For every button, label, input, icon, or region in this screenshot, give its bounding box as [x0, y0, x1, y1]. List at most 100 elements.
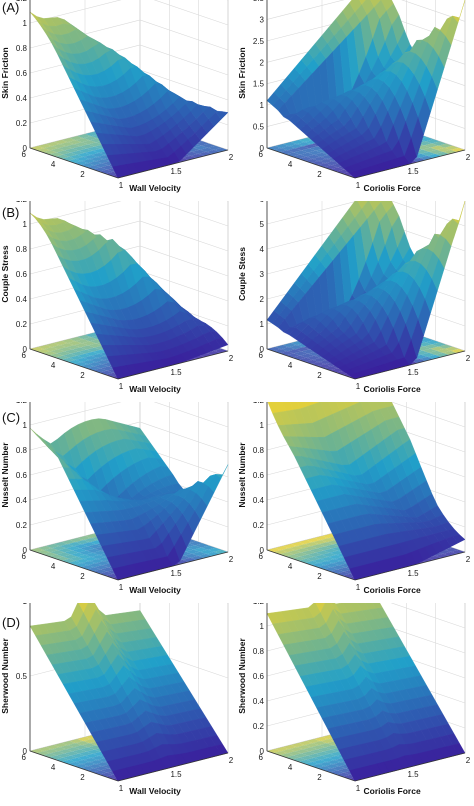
z-tick-label: 0.6 — [16, 69, 28, 78]
floor-cell — [70, 552, 85, 557]
x-tick-label: 2 — [466, 354, 471, 363]
floor-cell — [281, 548, 296, 553]
floor-cell — [83, 136, 98, 141]
floor-cell — [290, 542, 305, 547]
floor-cell — [419, 338, 434, 343]
z-tick-label: 0.6 — [16, 270, 28, 279]
floor-cell — [303, 546, 318, 551]
x-tick-label: 1.5 — [170, 770, 182, 779]
surface-patch — [452, 201, 466, 224]
surface-patch — [215, 111, 229, 120]
surface-patch — [452, 0, 466, 23]
floor-cell — [83, 538, 98, 543]
floor-cell — [213, 549, 228, 554]
floor-cell — [64, 148, 79, 153]
floor-cell — [174, 559, 189, 564]
floor-cell — [450, 147, 465, 152]
z-tick-label: 2 — [260, 58, 265, 67]
floor-cell — [193, 145, 208, 150]
y-tick-label: 6 — [259, 552, 264, 561]
x-tick-label: 1.5 — [170, 167, 182, 176]
floor-cell — [320, 538, 335, 543]
floor-cell — [75, 558, 90, 563]
floor-cell — [75, 339, 90, 344]
z-tick-label: 0.6 — [253, 471, 265, 480]
floor-cell — [53, 140, 68, 145]
floor-cell — [416, 346, 431, 351]
z-tick-label: 2 — [260, 295, 265, 304]
floor-cell — [94, 364, 109, 369]
z-tick-label: 0.4 — [253, 697, 265, 706]
floor-cell — [337, 768, 352, 773]
floor-cell — [61, 339, 76, 344]
floor-cell — [53, 341, 68, 346]
floor-cell — [293, 351, 308, 356]
z-tick-label: 5 — [260, 220, 265, 229]
floor-cell — [69, 337, 84, 342]
y-tick-label: 6 — [22, 753, 27, 762]
floor-cell — [301, 751, 316, 756]
floor-cell — [290, 743, 305, 748]
x-tick-label: 1 — [356, 382, 361, 391]
floor-cell — [206, 350, 221, 355]
floor-cell — [318, 159, 333, 164]
floor-cell — [50, 550, 65, 555]
floor-cell — [81, 743, 96, 748]
floor-cell — [428, 350, 443, 355]
floor-cell — [317, 747, 332, 752]
floor-cell — [58, 347, 73, 352]
floor-cell — [94, 565, 109, 570]
floor-cell — [195, 543, 210, 548]
floor-cell — [81, 542, 96, 547]
floor-cell — [88, 563, 103, 568]
y-tick-label: 2 — [80, 170, 85, 179]
floor-cell — [37, 546, 52, 551]
floor-cell — [89, 559, 104, 564]
z-tick-label: 1 — [260, 101, 265, 110]
floor-cell — [75, 138, 90, 143]
floor-cell — [312, 357, 327, 362]
floor-cell — [63, 554, 78, 559]
floor-cell — [432, 342, 447, 347]
floor-cell — [58, 749, 73, 754]
floor-cell — [326, 760, 341, 765]
floor-cell — [44, 749, 59, 754]
floor-cell — [182, 557, 197, 562]
floor-cell — [450, 549, 465, 554]
floor-cell — [435, 352, 450, 357]
floor-cell — [45, 343, 60, 348]
floor-cell — [190, 354, 205, 359]
z-tick-label: 0.6 — [253, 672, 265, 681]
floor-cell — [191, 149, 206, 154]
floor-cell — [37, 747, 52, 752]
z-tick-label: 3 — [260, 270, 265, 279]
panel-tag-a: (A) — [2, 0, 20, 15]
x-tick-label: 2 — [229, 555, 234, 564]
floor-cell — [318, 762, 333, 767]
floor-cell — [52, 747, 67, 752]
floor-cell — [100, 366, 115, 371]
floor-cell — [69, 136, 84, 141]
floor-cell — [193, 547, 208, 552]
z-axis-label: Nusselt Number — [0, 442, 10, 508]
y-tick-label: 4 — [288, 763, 293, 772]
floor-cell — [435, 151, 450, 156]
z-tick-label: 0.8 — [16, 446, 28, 455]
floor-cell — [325, 544, 340, 549]
floor-cell — [74, 142, 89, 147]
floor-cell — [78, 349, 93, 354]
x-axis-label: Wall Velocity — [129, 183, 181, 193]
floor-cell — [83, 757, 98, 762]
floor-cell — [301, 148, 316, 153]
floor-cell — [419, 137, 434, 142]
floor-cell — [52, 546, 67, 551]
y-axis-line — [29, 750, 119, 782]
floor-cell — [70, 150, 85, 155]
y-tick-label: 4 — [51, 562, 56, 571]
z-tick-label: 1.2 — [16, 0, 28, 3]
floor-cell — [304, 542, 319, 547]
floor-cell — [207, 547, 222, 552]
floor-cell — [322, 753, 337, 758]
z-axis-label: Nusselt Number — [237, 442, 247, 508]
floor-cell — [100, 567, 115, 572]
